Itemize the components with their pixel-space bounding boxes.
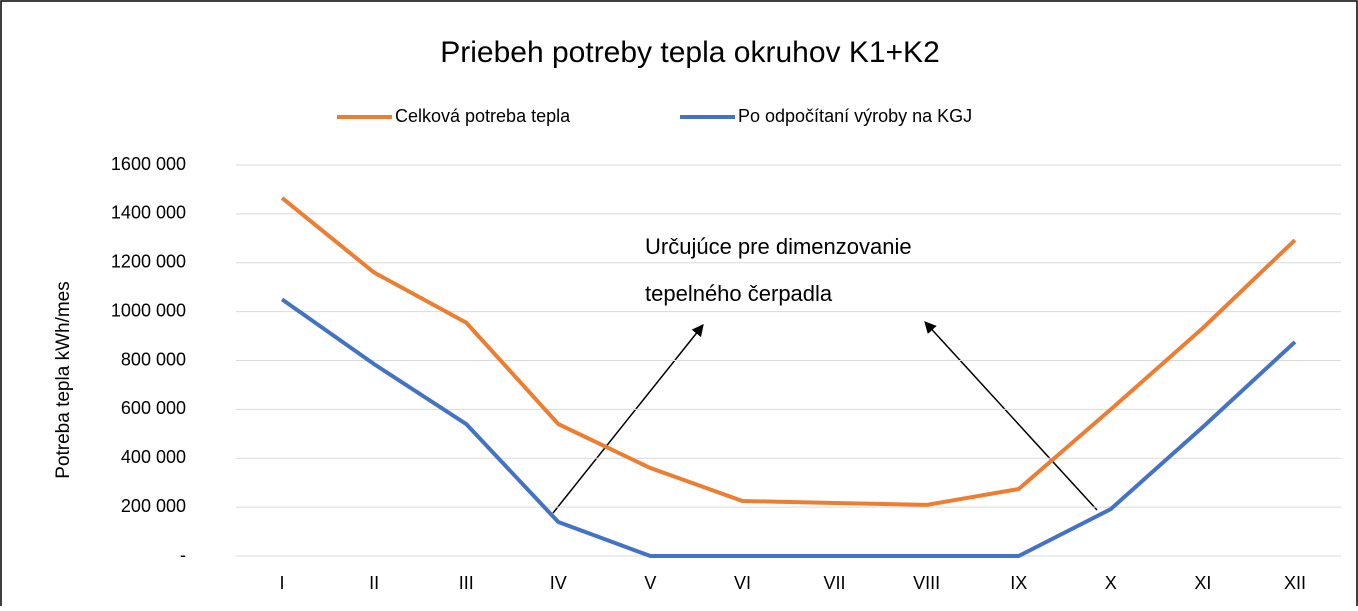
x-tick-label: VII [824,573,846,593]
annotation: tepelného čerpadla [645,281,833,306]
y-tick-label: 1400 000 [111,203,186,223]
x-tick-label: X [1105,573,1117,593]
x-tick-label: IV [550,573,567,593]
legend-label: Celková potreba tepla [395,106,571,126]
arrow [924,321,1098,511]
y-tick-label: - [180,545,186,565]
y-tick-label: 1600 000 [111,154,186,174]
y-tick-label: 200 000 [121,496,186,516]
series-line [280,196,1297,507]
series-line [280,297,1297,558]
x-tick-label: II [369,573,379,593]
y-tick-label: 400 000 [121,447,186,467]
legend-label: Po odpočítaní výroby na KGJ [738,106,972,126]
x-tick-label: XI [1194,573,1211,593]
chart-title: Priebeh potreby tepla okruhov K1+K2 [440,36,940,69]
x-tick-label: I [280,573,285,593]
x-tick-label: IX [1010,573,1027,593]
y-tick-label: 800 000 [121,349,186,369]
x-tick-label: XII [1284,573,1306,593]
y-axis-label: Potreba tepla kWh/mes [53,281,74,478]
y-tick-label: 1000 000 [111,300,186,320]
x-tick-label: V [644,573,656,593]
annotation: Určujúce pre dimenzovanie [645,234,912,259]
x-tick-label: VIII [913,573,940,593]
arrow [552,324,704,514]
y-tick-label: 600 000 [121,398,186,418]
x-tick-label: VI [734,573,751,593]
y-tick-label: 1200 000 [111,252,186,272]
x-tick-label: III [459,573,474,593]
